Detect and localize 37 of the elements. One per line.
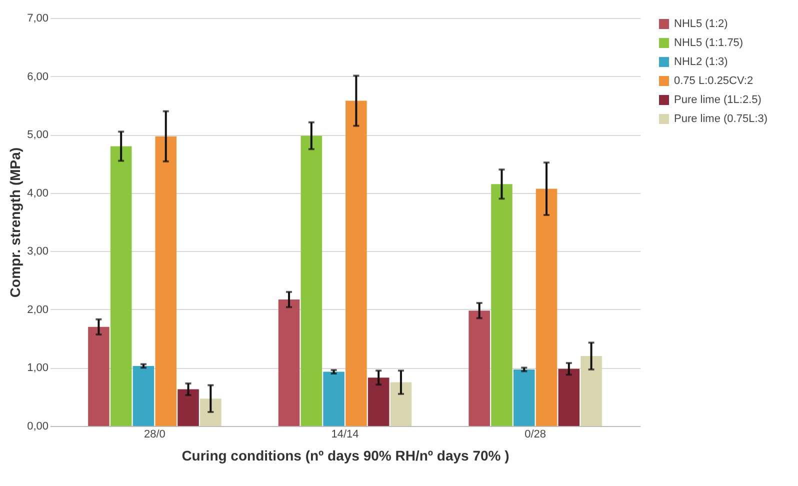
- y-axis-title: Compr. strength (MPa): [7, 147, 24, 298]
- bar: [132, 366, 154, 426]
- legend-label: 0.75 L:0.25CV:2: [674, 75, 754, 87]
- bar: [558, 368, 580, 426]
- y-tick-label: 7,00: [27, 12, 48, 24]
- bar: [468, 310, 490, 426]
- bar: [323, 372, 344, 426]
- bar: [88, 326, 110, 426]
- bar: [278, 300, 300, 426]
- legend-label: NHL5 (1:1.75): [674, 37, 744, 49]
- bar: [491, 184, 512, 426]
- legend-label: Pure lime (1L:2.5): [674, 94, 762, 106]
- bar: [200, 398, 222, 426]
- bar: [178, 389, 199, 426]
- y-tick-label: 0,00: [27, 420, 48, 432]
- y-tick-label: 1,00: [27, 362, 48, 374]
- legend-label: NHL2 (1:3): [674, 56, 728, 68]
- x-tick-label: 28/0: [144, 428, 166, 440]
- legend-label: NHL5 (1:2): [674, 18, 728, 30]
- bar: [390, 382, 412, 426]
- x-tick-label: 14/14: [331, 428, 359, 440]
- bar: [580, 356, 602, 426]
- bar: [346, 100, 367, 426]
- bar: [368, 378, 390, 426]
- bar: [155, 136, 177, 426]
- y-tick-label: 3,00: [27, 246, 48, 258]
- x-tick-label: 0/28: [524, 428, 546, 440]
- bar: [110, 146, 132, 426]
- bar: [300, 136, 322, 426]
- legend-label: Pure lime (0.75L:3): [674, 113, 768, 125]
- y-tick-label: 6,00: [27, 70, 48, 83]
- bar: [513, 369, 535, 426]
- bar: [536, 188, 558, 426]
- y-tick-label: 2,00: [27, 304, 48, 316]
- x-axis-title: Curing conditions (nº days 90% RH/nº days 70% ): [182, 448, 510, 464]
- y-tick-label: 5,00: [27, 129, 48, 142]
- y-tick-label: 4,00: [27, 187, 48, 200]
